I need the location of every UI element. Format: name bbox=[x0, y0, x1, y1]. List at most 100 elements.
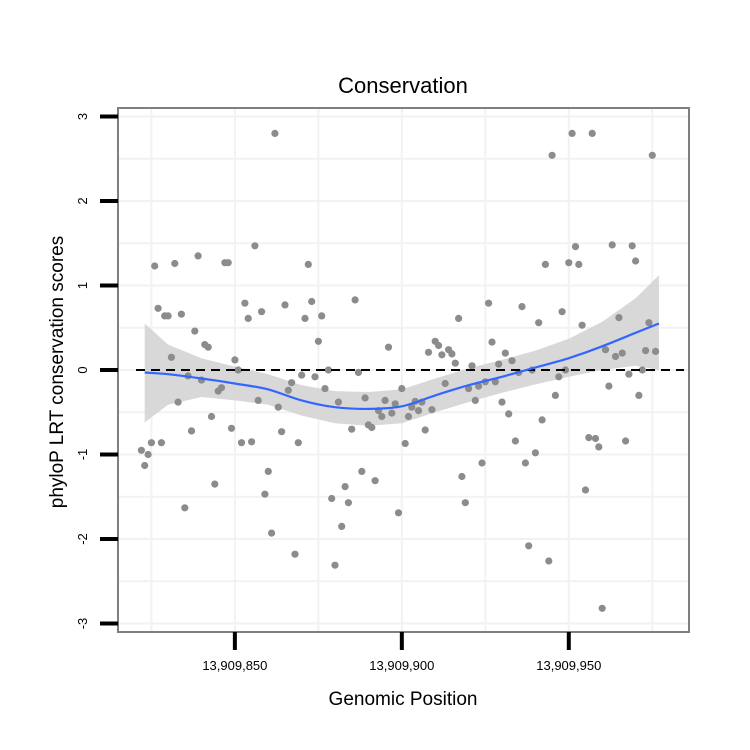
data-point bbox=[338, 522, 346, 531]
data-point bbox=[308, 297, 316, 306]
data-point bbox=[171, 259, 179, 268]
x-axis-title: Genomic Position bbox=[329, 689, 478, 710]
confidence-ribbon bbox=[144, 275, 659, 426]
data-point bbox=[157, 439, 165, 447]
data-point bbox=[435, 341, 443, 350]
y-axis-title: phyloP LRT conservation scores bbox=[47, 236, 68, 509]
data-point bbox=[288, 379, 296, 387]
data-point bbox=[548, 151, 556, 159]
data-point bbox=[455, 314, 463, 322]
data-point bbox=[568, 129, 576, 137]
chart-title: Conservation bbox=[338, 73, 468, 98]
data-point bbox=[575, 260, 583, 268]
data-point bbox=[608, 241, 616, 249]
data-point bbox=[258, 308, 266, 316]
data-point bbox=[508, 357, 516, 365]
data-point bbox=[341, 483, 349, 491]
data-point bbox=[204, 343, 212, 351]
data-point bbox=[137, 446, 145, 454]
data-point bbox=[284, 386, 292, 394]
data-point bbox=[164, 312, 172, 320]
data-point bbox=[344, 499, 352, 507]
data-point bbox=[304, 260, 312, 268]
data-point bbox=[187, 427, 196, 435]
smooth-trend-line bbox=[144, 322, 660, 411]
data-point bbox=[638, 366, 646, 374]
data-point bbox=[414, 407, 423, 415]
data-point bbox=[248, 438, 256, 446]
data-point bbox=[441, 379, 449, 388]
data-point bbox=[471, 396, 479, 404]
x-axis: 13,909,850 13,909,900 13,909,950 bbox=[202, 632, 601, 673]
data-point bbox=[368, 423, 376, 432]
data-point bbox=[141, 461, 149, 470]
data-point bbox=[408, 403, 416, 411]
data-point bbox=[448, 350, 456, 358]
data-point bbox=[558, 308, 566, 316]
data-point bbox=[525, 542, 533, 550]
data-point bbox=[565, 259, 573, 267]
y-tick-label: -3 bbox=[75, 618, 90, 630]
data-point bbox=[334, 398, 342, 406]
data-point bbox=[632, 257, 640, 265]
data-point bbox=[244, 314, 252, 322]
data-point bbox=[595, 443, 603, 451]
data-point bbox=[234, 366, 242, 374]
data-point bbox=[298, 371, 306, 379]
data-point bbox=[591, 434, 600, 443]
data-point bbox=[622, 437, 630, 445]
data-point bbox=[501, 349, 509, 357]
data-point bbox=[264, 467, 272, 475]
data-point bbox=[618, 349, 626, 357]
y-tick-label: 0 bbox=[75, 366, 90, 373]
data-point bbox=[428, 406, 436, 414]
data-point bbox=[348, 425, 356, 433]
data-point bbox=[555, 373, 563, 381]
data-point bbox=[331, 561, 339, 569]
data-point bbox=[404, 412, 413, 421]
data-point bbox=[378, 412, 386, 421]
data-point bbox=[645, 319, 653, 327]
data-point bbox=[318, 312, 326, 320]
data-point bbox=[571, 243, 580, 251]
data-point bbox=[475, 382, 483, 390]
data-point bbox=[261, 490, 269, 498]
data-point bbox=[371, 477, 379, 485]
data-point bbox=[648, 151, 656, 159]
y-tick-label: 1 bbox=[75, 282, 90, 289]
y-tick-label: 3 bbox=[75, 113, 90, 120]
data-point bbox=[478, 459, 486, 467]
data-point bbox=[578, 321, 586, 329]
data-point bbox=[294, 439, 302, 447]
data-point bbox=[391, 400, 399, 408]
data-point bbox=[601, 346, 610, 354]
data-point bbox=[588, 129, 596, 137]
data-point bbox=[531, 449, 540, 457]
x-tick-label: 13,909,950 bbox=[536, 658, 601, 673]
data-point bbox=[384, 343, 393, 351]
data-point bbox=[545, 557, 553, 565]
data-point bbox=[177, 310, 185, 318]
data-point bbox=[227, 424, 236, 432]
data-point bbox=[401, 439, 409, 448]
data-point bbox=[207, 412, 216, 421]
data-point bbox=[535, 319, 543, 327]
data-point bbox=[581, 486, 590, 494]
y-tick-label: -1 bbox=[75, 449, 90, 461]
data-point bbox=[611, 352, 620, 361]
x-tick-label: 13,909,850 bbox=[202, 658, 267, 673]
data-point bbox=[324, 366, 332, 374]
data-point bbox=[237, 439, 246, 447]
data-point bbox=[328, 494, 336, 503]
data-point bbox=[321, 385, 329, 393]
data-point bbox=[274, 403, 282, 411]
data-point bbox=[211, 480, 219, 488]
data-point bbox=[505, 410, 513, 418]
data-point bbox=[241, 299, 249, 307]
data-point bbox=[421, 426, 429, 434]
data-point bbox=[468, 362, 476, 370]
data-point bbox=[652, 347, 660, 355]
data-point bbox=[458, 472, 466, 481]
data-point bbox=[358, 467, 366, 475]
data-point bbox=[488, 338, 496, 346]
